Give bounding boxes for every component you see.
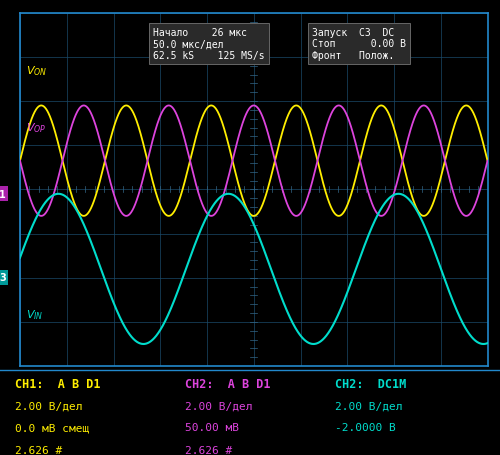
Text: Начало    26 мкс
50.0 мкс/дел
62.5 kS    125 MS/s: Начало 26 мкс 50.0 мкс/дел 62.5 kS 125 M… — [153, 28, 265, 61]
Text: 2.00 В/дел: 2.00 В/дел — [185, 400, 252, 410]
Text: 2.626 #: 2.626 # — [185, 445, 232, 455]
Text: 50.00 мВ: 50.00 мВ — [185, 422, 239, 432]
Text: CH1:  A B D1: CH1: A B D1 — [15, 377, 100, 390]
Text: CH2:  DC1M: CH2: DC1M — [335, 377, 406, 390]
Text: 2.626 #: 2.626 # — [15, 445, 62, 455]
Text: 2.00 В/дел: 2.00 В/дел — [15, 400, 82, 410]
Text: $V_{IN}$: $V_{IN}$ — [26, 308, 43, 322]
Text: 0.0 мВ смещ: 0.0 мВ смещ — [15, 422, 89, 432]
Text: CH2:  A B D1: CH2: A B D1 — [185, 377, 270, 390]
Text: 2.00 В/дел: 2.00 В/дел — [335, 400, 402, 410]
Text: Запуск  С3  DC
Стоп      0.00 В
Фронт   Полож.: Запуск С3 DC Стоп 0.00 В Фронт Полож. — [312, 28, 406, 61]
Text: $V_{ON}$: $V_{ON}$ — [26, 65, 47, 78]
Text: 1: 1 — [0, 189, 6, 199]
Text: $V_{OP}$: $V_{OP}$ — [26, 121, 46, 134]
Text: 3: 3 — [0, 273, 6, 283]
Text: -2.0000 В: -2.0000 В — [335, 422, 396, 432]
